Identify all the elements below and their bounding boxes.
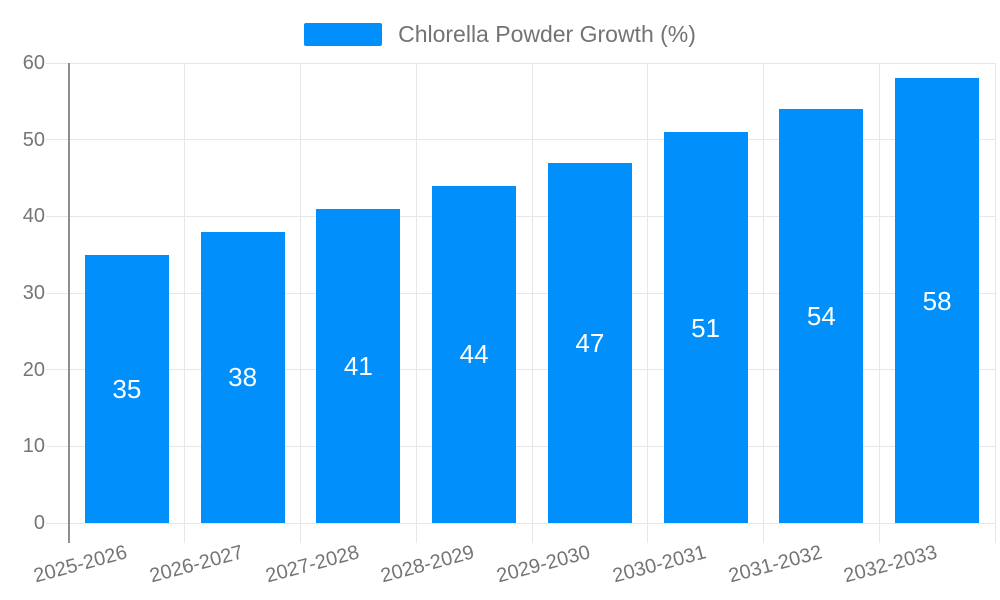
x-gridline xyxy=(415,63,417,543)
bar-2029-2030[interactable] xyxy=(547,162,632,523)
x-axis-tick-label: 2025-2026 xyxy=(31,541,130,588)
x-axis-tick-label: 2028-2029 xyxy=(378,541,477,588)
x-axis-tick-label: 2027-2028 xyxy=(263,541,362,588)
x-gridline xyxy=(647,63,649,543)
bar-value-label: 58 xyxy=(922,285,952,316)
y-axis-tick-label: 40 xyxy=(22,205,45,228)
x-gridline xyxy=(531,63,533,543)
bar-value-label: 44 xyxy=(459,339,489,370)
bar-value-label: 41 xyxy=(343,350,373,381)
x-axis-tick-label: 2030-2031 xyxy=(610,541,709,588)
y-axis-tick-label: 60 xyxy=(22,52,45,74)
bar-2030-2031[interactable] xyxy=(663,132,748,523)
bar-value-label: 51 xyxy=(691,312,721,343)
x-axis-tick-label: 2026-2027 xyxy=(147,541,246,588)
bar-2026-2027[interactable] xyxy=(200,231,285,523)
y-axis-tick-label: 20 xyxy=(22,358,45,381)
bar-2027-2028[interactable] xyxy=(316,208,401,523)
y-axis-tick-label: 30 xyxy=(22,282,45,304)
y-gridline xyxy=(46,62,995,64)
x-gridline xyxy=(763,63,764,543)
x-gridline xyxy=(994,63,996,543)
legend-label: Chlorella Powder Growth (%) xyxy=(398,21,696,47)
y-axis-tick-label: 0 xyxy=(33,512,45,534)
x-axis-tick-label: 2032-2033 xyxy=(841,541,940,588)
chart-legend[interactable]: Chlorella Powder Growth (%) xyxy=(0,21,1000,47)
bar-value-label: 35 xyxy=(112,373,142,404)
bar-2025-2026[interactable] xyxy=(84,254,169,523)
y-gridline xyxy=(46,292,995,294)
y-axis-tick-label: 10 xyxy=(22,435,45,458)
x-axis-tick-label: 2029-2030 xyxy=(494,541,593,588)
x-gridline xyxy=(300,63,301,543)
bar-2031-2032[interactable] xyxy=(779,109,864,523)
y-gridline xyxy=(46,445,995,447)
x-gridline xyxy=(184,63,186,543)
x-axis-tick-label: 2031-2032 xyxy=(726,541,825,588)
bar-value-label: 38 xyxy=(228,362,258,393)
y-axis-tick-label: 50 xyxy=(22,128,45,151)
x-gridline xyxy=(878,63,880,543)
y-gridline xyxy=(46,369,995,371)
y-gridline xyxy=(46,215,995,217)
bar-2032-2033[interactable] xyxy=(895,78,980,523)
y-gridline xyxy=(46,522,995,524)
y-gridline xyxy=(46,139,995,141)
legend-swatch-icon xyxy=(304,22,383,46)
bar-value-label: 54 xyxy=(806,301,836,331)
y-axis-line xyxy=(68,63,70,543)
bar-value-label: 47 xyxy=(575,327,605,358)
bar-2028-2029[interactable] xyxy=(432,185,517,523)
